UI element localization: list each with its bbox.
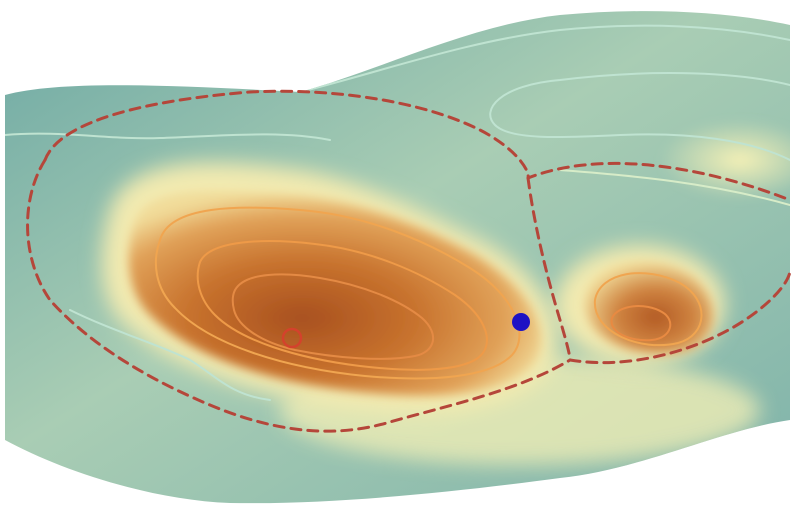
contour-line-basin-mid (196, 240, 488, 371)
marker-point (512, 313, 530, 331)
left-boundary-dashed (26, 158, 572, 433)
divide-boundary-dashed (526, 176, 572, 362)
contour-line-upper-right (299, 24, 790, 93)
contour-line-basin-outer (154, 206, 521, 380)
contour-line-secondary-outer (593, 272, 703, 347)
outer-boundary-dashed (43, 89, 792, 202)
contour-line-right-slope (559, 169, 790, 206)
upper-ridge-glow (660, 120, 790, 200)
basin-minimum-marker (281, 327, 303, 349)
contour-line-left-slope (5, 132, 331, 141)
contour-line-secondary-inner (610, 305, 672, 342)
contour-line-lower-left (69, 309, 271, 401)
contour-line-basin-inner (231, 273, 434, 360)
contour-line-loop-right (489, 72, 790, 161)
